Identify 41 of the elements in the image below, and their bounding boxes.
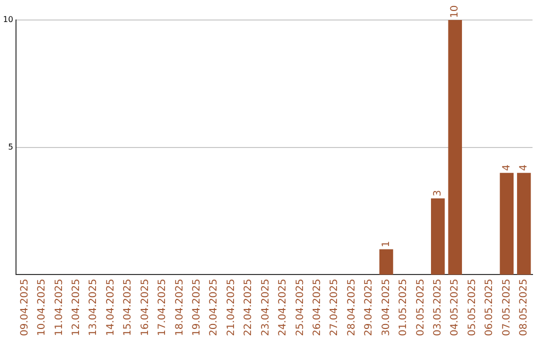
x-tick-label: 21.04.2025 [226, 278, 237, 336]
x-tick-label: 27.04.2025 [329, 278, 340, 336]
bar [500, 172, 514, 275]
x-tick-label: 12.04.2025 [71, 278, 82, 336]
data-label: 3 [432, 190, 444, 196]
data-label: 1 [380, 240, 392, 248]
data-label: 10 [450, 5, 461, 18]
x-tick-label: 04.05.2025 [450, 278, 461, 336]
data-label: 4 [518, 164, 530, 171]
x-tick-label: 25.04.2025 [294, 278, 306, 336]
x-tick-label: 13.04.2025 [88, 278, 100, 336]
bar [448, 20, 462, 275]
x-tick-label: 06.05.2025 [484, 278, 496, 336]
x-tick-label: 26.04.2025 [312, 278, 323, 336]
x-tick-label: 18.04.2025 [174, 278, 186, 336]
x-tick-label: 17.04.2025 [157, 278, 168, 336]
x-tick-label: 20.04.2025 [208, 278, 220, 336]
x-tick-label: 05.05.2025 [466, 278, 478, 336]
x-tick-label: 07.05.2025 [501, 278, 512, 336]
x-tick-label: 16.04.2025 [140, 278, 151, 336]
x-tick-label: 10.04.2025 [36, 278, 48, 336]
x-tick-label: 19.04.2025 [192, 278, 202, 336]
x-tick-label: 24.04.2025 [278, 278, 289, 336]
y-tick-label: 5 [8, 142, 14, 152]
x-tick-label: 01.05.2025 [398, 278, 410, 336]
bar [430, 198, 445, 275]
x-tick-label: 29.04.2025 [364, 278, 375, 336]
data-label: 4 [501, 164, 512, 171]
x-tick-label: 09.04.2025 [19, 278, 30, 336]
x-tick-label: 14.04.2025 [105, 278, 116, 336]
x-tick-label: 30.04.2025 [380, 278, 392, 336]
x-tick-label: 23.04.2025 [260, 278, 272, 336]
bar [379, 249, 394, 275]
x-tick-label: 11.04.2025 [54, 278, 65, 336]
x-tick-label: 22.04.2025 [243, 278, 254, 336]
x-tick-label: 28.04.2025 [346, 278, 358, 336]
x-tick-label: 15.04.2025 [122, 278, 134, 336]
x-tick-label: 03.05.2025 [432, 278, 444, 336]
x-tick-label: 08.05.2025 [518, 278, 530, 336]
x-tick-label: 02.05.2025 [415, 278, 426, 336]
bar [517, 172, 531, 275]
